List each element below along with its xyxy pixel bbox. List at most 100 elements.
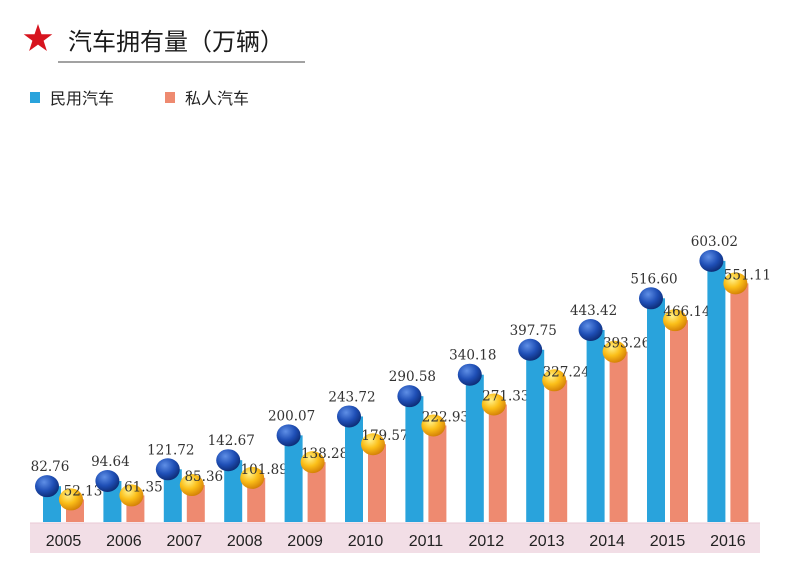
bar-civil-2007 <box>163 469 182 522</box>
x-tick-2008: 2008 <box>227 533 263 550</box>
year-group-2005: 82.76 52.13 <box>31 459 103 522</box>
year-group-2009: 200.07 138.28 <box>268 408 348 522</box>
legend-item-private-vehicles: 私人汽车 <box>165 89 249 108</box>
star-icon <box>23 24 53 51</box>
bar-cap-civil-2010 <box>337 405 361 428</box>
value-label-private-2011: 222.93 <box>422 409 469 425</box>
bar-cap-private-2013 <box>542 369 567 392</box>
bar-cap-civil-2005 <box>35 475 59 498</box>
x-tick-2016: 2016 <box>710 533 746 550</box>
bar-cap-civil-2011 <box>397 385 422 408</box>
x-tick-2014: 2014 <box>589 533 625 550</box>
value-label-civil-2005: 82.76 <box>31 459 70 475</box>
bar-cap-civil-2014 <box>578 318 603 341</box>
value-label-civil-2011: 290.58 <box>389 369 436 385</box>
bars-layer: 82.76 52.13 94.64 61.35 121.72 85.36 142.67 101… <box>31 234 771 522</box>
chart-header: 汽车拥有量（万辆） <box>23 24 305 63</box>
bar-cap-civil-2016 <box>699 249 724 272</box>
bar-civil-2016 <box>707 260 726 522</box>
bar-civil-2008 <box>224 460 243 522</box>
bar-cap-private-2014 <box>602 340 627 363</box>
value-label-private-2012: 271.33 <box>482 389 529 405</box>
bar-cap-private-2009 <box>300 451 325 474</box>
bar-cap-private-2016 <box>723 272 748 295</box>
bar-cap-civil-2007 <box>155 458 180 481</box>
bar-cap-civil-2013 <box>518 338 543 361</box>
legend-swatch-civil <box>30 92 40 103</box>
x-tick-2011: 2011 <box>409 533 444 550</box>
legend-swatch-private <box>165 92 175 103</box>
value-label-private-2006: 61.35 <box>124 479 163 495</box>
bar-cap-civil-2006 <box>95 470 120 493</box>
bar-cap-private-2015 <box>663 309 687 332</box>
value-label-private-2016: 551.11 <box>724 267 771 283</box>
bar-private-2011 <box>428 425 447 522</box>
x-tick-2013: 2013 <box>529 533 565 550</box>
bar-cap-civil-2009 <box>276 424 301 447</box>
value-label-civil-2009: 200.07 <box>268 408 315 424</box>
bar-cap-civil-2012 <box>457 363 482 386</box>
bar-private-2010 <box>368 444 386 522</box>
year-group-2012: 340.18 271.33 <box>449 348 529 522</box>
year-group-2011: 290.58 222.93 <box>389 369 469 522</box>
bar-private-2015 <box>670 320 688 522</box>
bar-private-2016 <box>730 283 749 522</box>
bar-private-2008 <box>247 477 266 522</box>
value-label-private-2015: 466.14 <box>663 304 710 320</box>
value-label-civil-2007: 121.72 <box>147 442 194 458</box>
value-label-private-2007: 85.36 <box>184 469 223 485</box>
bar-civil-2013 <box>526 349 545 522</box>
legend: 民用汽车 私人汽车 <box>30 89 249 108</box>
value-label-private-2013: 327.24 <box>543 364 590 380</box>
bar-civil-2015 <box>647 298 665 522</box>
bar-private-2014 <box>609 351 628 522</box>
x-axis-band <box>30 523 760 553</box>
x-tick-2015: 2015 <box>650 533 686 550</box>
value-label-civil-2006: 94.64 <box>91 454 130 470</box>
chart-title: 汽车拥有量（万辆） <box>68 28 284 56</box>
year-group-2014: 443.42 393.26 <box>570 303 650 522</box>
value-label-private-2005: 52.13 <box>64 483 103 499</box>
x-tick-2012: 2012 <box>469 533 505 550</box>
bar-private-2009 <box>307 462 326 522</box>
bar-cap-private-2012 <box>481 393 506 416</box>
bar-civil-2011 <box>405 396 424 522</box>
bar-cap-private-2007 <box>179 474 204 497</box>
value-label-civil-2016: 603.02 <box>691 234 738 250</box>
value-label-civil-2008: 142.67 <box>208 433 255 449</box>
bar-cap-private-2010 <box>361 433 385 456</box>
bar-civil-2010 <box>345 416 363 522</box>
x-axis-ticks: 2005 2006 2007 2008 2009 2010 2011 2012 2013 2014… <box>46 533 746 550</box>
value-label-civil-2012: 340.18 <box>449 348 496 364</box>
value-label-civil-2010: 243.72 <box>328 389 375 405</box>
value-label-private-2008: 101.89 <box>241 462 288 478</box>
year-group-2015: 516.60 466.14 <box>630 271 711 522</box>
value-label-civil-2014: 443.42 <box>570 303 617 319</box>
x-tick-2009: 2009 <box>287 533 323 550</box>
year-group-2016: 603.02 551.11 <box>691 234 771 522</box>
year-group-2007: 121.72 85.36 <box>147 442 223 522</box>
legend-label-civil: 民用汽车 <box>50 89 114 108</box>
bar-civil-2012 <box>465 374 484 522</box>
year-group-2010: 243.72 179.57 <box>328 389 409 522</box>
bar-cap-private-2005 <box>59 488 83 511</box>
x-tick-2005: 2005 <box>46 533 82 550</box>
bar-private-2013 <box>549 380 568 522</box>
bar-cap-civil-2015 <box>639 287 663 310</box>
legend-item-civil-vehicles: 民用汽车 <box>30 89 114 108</box>
value-label-private-2010: 179.57 <box>361 428 408 444</box>
value-label-private-2014: 393.26 <box>603 336 650 352</box>
x-tick-2007: 2007 <box>167 533 203 550</box>
bar-private-2012 <box>488 404 507 522</box>
legend-label-private: 私人汽车 <box>185 89 249 108</box>
bar-civil-2014 <box>586 329 605 522</box>
value-label-civil-2015: 516.60 <box>630 271 677 287</box>
value-label-civil-2013: 397.75 <box>510 323 557 339</box>
bar-cap-private-2011 <box>421 414 446 437</box>
bar-cap-civil-2008 <box>216 449 241 472</box>
year-group-2008: 142.67 101.89 <box>208 433 288 522</box>
bar-civil-2009 <box>284 435 303 522</box>
bar-cap-private-2006 <box>119 484 144 507</box>
year-group-2006: 94.64 61.35 <box>91 454 163 522</box>
